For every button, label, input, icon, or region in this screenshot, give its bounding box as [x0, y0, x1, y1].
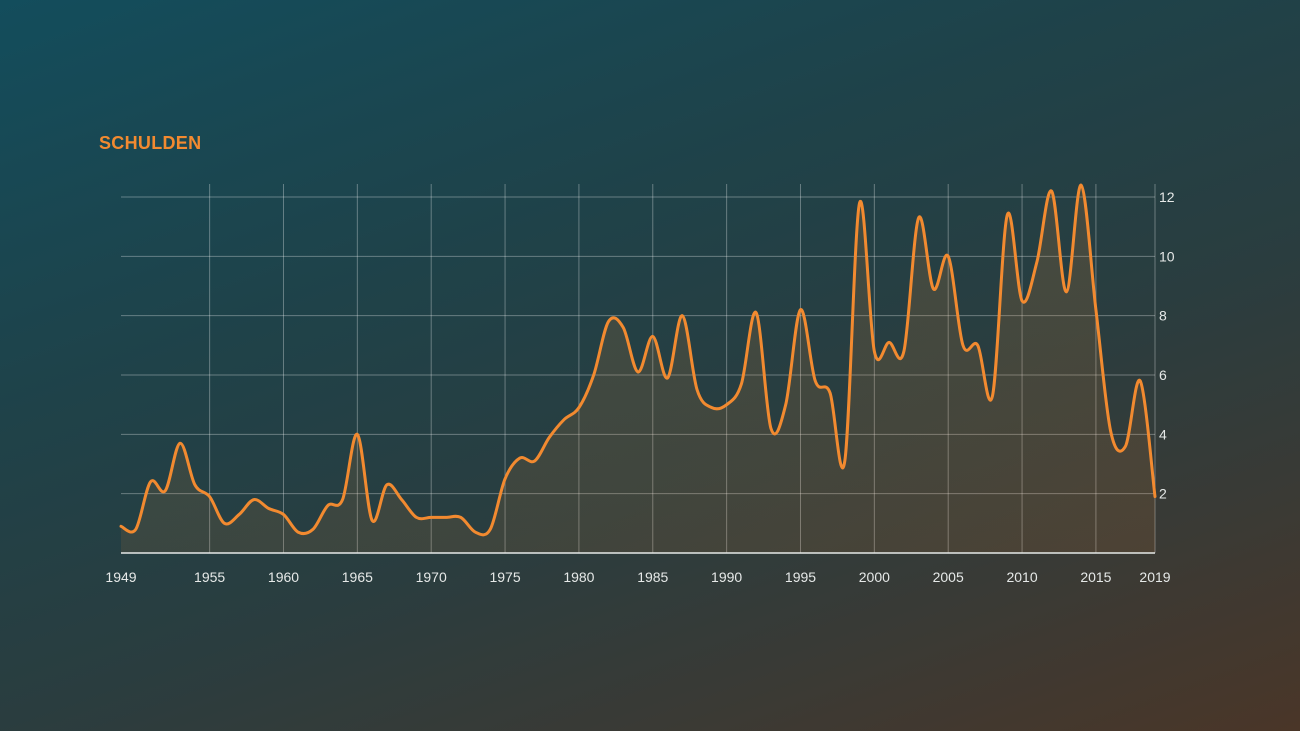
data-point: [843, 459, 847, 463]
x-tick-label: 2019: [1139, 569, 1170, 585]
data-point: [1005, 213, 1009, 217]
data-point: [917, 216, 921, 220]
x-tick-label: 1980: [563, 569, 594, 585]
data-point: [1138, 379, 1142, 383]
data-point: [281, 512, 285, 516]
x-tick-label: 1995: [785, 569, 816, 585]
data-point: [237, 512, 241, 516]
data-point: [961, 343, 965, 347]
data-point: [784, 403, 788, 407]
y-axis-ticks: 2 4 6 8 10 12: [1159, 189, 1175, 502]
y-tick-label: 4: [1159, 426, 1167, 442]
data-point: [1123, 444, 1127, 448]
data-point: [739, 382, 743, 386]
data-point: [902, 349, 906, 353]
data-point: [355, 432, 359, 436]
x-tick-label: 1975: [489, 569, 520, 585]
data-point: [858, 201, 862, 205]
data-point: [459, 515, 463, 519]
x-tick-label: 2015: [1080, 569, 1111, 585]
data-point: [134, 527, 138, 531]
data-point: [887, 340, 891, 344]
data-point: [976, 343, 980, 347]
data-point: [1020, 299, 1024, 303]
data-point: [400, 498, 404, 502]
data-point: [562, 418, 566, 422]
data-point: [666, 376, 670, 380]
data-point: [813, 379, 817, 383]
data-point: [370, 518, 374, 522]
data-point: [222, 521, 226, 525]
y-tick-label: 2: [1159, 486, 1167, 502]
data-point: [872, 349, 876, 353]
series-line: [119, 183, 1157, 537]
data-point: [1094, 308, 1098, 312]
data-point: [725, 403, 729, 407]
data-point: [533, 459, 537, 463]
data-point: [1035, 260, 1039, 264]
data-point: [474, 530, 478, 534]
data-point: [414, 515, 418, 519]
data-point: [193, 483, 197, 487]
data-point: [1153, 495, 1157, 499]
data-point: [695, 388, 699, 392]
x-tick-label: 2000: [859, 569, 890, 585]
x-tick-label: 1949: [105, 569, 136, 585]
x-tick-label: 1990: [711, 569, 742, 585]
data-point: [1079, 183, 1083, 187]
data-point: [149, 480, 153, 484]
y-tick-label: 6: [1159, 367, 1167, 383]
x-tick-label: 1985: [637, 569, 668, 585]
data-point: [163, 489, 167, 493]
chart-title: SCHULDEN: [99, 133, 202, 153]
area-fill: [121, 185, 1155, 553]
data-point: [208, 495, 212, 499]
data-point: [577, 406, 581, 410]
y-tick-label: 12: [1159, 189, 1175, 205]
data-point: [710, 406, 714, 410]
x-tick-label: 1970: [416, 569, 447, 585]
data-point: [1050, 189, 1054, 193]
data-point: [178, 441, 182, 445]
data-point: [636, 370, 640, 374]
data-point: [651, 334, 655, 338]
data-point: [798, 308, 802, 312]
x-tick-label: 2010: [1006, 569, 1037, 585]
data-point: [946, 254, 950, 258]
data-point: [503, 477, 507, 481]
data-point: [518, 456, 522, 460]
y-tick-label: 8: [1159, 308, 1167, 324]
data-point: [267, 507, 271, 511]
data-point: [991, 394, 995, 398]
x-tick-label: 1965: [342, 569, 373, 585]
data-point: [621, 326, 625, 330]
data-point: [592, 373, 596, 377]
data-point: [680, 314, 684, 318]
x-axis-ticks: 1949 1955 1960 1965 1970 1975 1980 1985 1990 1995…: [105, 569, 1170, 585]
data-point: [429, 515, 433, 519]
data-point: [444, 515, 448, 519]
data-point: [606, 320, 610, 324]
data-point: [119, 524, 123, 528]
data-point: [769, 426, 773, 430]
data-point: [296, 530, 300, 534]
data-point: [1109, 429, 1113, 433]
x-tick-label: 1960: [268, 569, 299, 585]
data-point: [252, 498, 256, 502]
data-point: [341, 498, 345, 502]
x-tick-label: 2005: [933, 569, 964, 585]
data-point: [1064, 290, 1068, 294]
data-point: [828, 391, 832, 395]
data-point: [547, 435, 551, 439]
data-point: [311, 527, 315, 531]
data-point: [488, 527, 492, 531]
y-tick-label: 10: [1159, 248, 1175, 264]
data-point: [754, 311, 758, 315]
data-point: [326, 504, 330, 508]
data-point: [385, 483, 389, 487]
data-point: [931, 287, 935, 291]
x-tick-label: 1955: [194, 569, 225, 585]
